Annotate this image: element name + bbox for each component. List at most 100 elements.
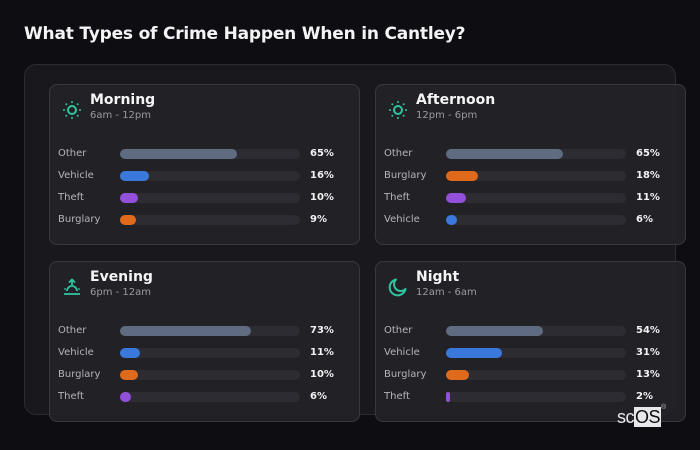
- bar-track: [446, 370, 626, 380]
- bar-fill: [446, 149, 563, 159]
- card-title: Night: [416, 269, 460, 285]
- category-label: Burglary: [58, 369, 101, 380]
- bar-fill: [120, 326, 252, 336]
- card-time-range: 6pm - 12am: [90, 287, 152, 298]
- bar-track: [446, 171, 626, 181]
- bar-fill: [446, 193, 466, 203]
- percent-value: 11%: [636, 192, 660, 203]
- category-label: Theft: [58, 192, 84, 203]
- category-label: Vehicle: [58, 347, 94, 358]
- bar-track: [446, 215, 626, 225]
- percent-value: 65%: [636, 148, 660, 159]
- bar-row: Burglary 9%: [58, 213, 358, 235]
- bar-row: Vehicle 31%: [384, 346, 684, 368]
- card-night: Night 12am - 6am Other 54% Vehicle 31% Burgl…: [375, 261, 686, 422]
- bar-fill: [120, 370, 138, 380]
- percent-value: 65%: [310, 148, 334, 159]
- bar-fill: [446, 326, 544, 336]
- bar-row: Theft 2%: [384, 390, 684, 412]
- bar-list: Other 54% Vehicle 31% Burglary 13% Theft 2%: [384, 324, 684, 412]
- percent-value: 54%: [636, 325, 660, 336]
- bar-track: [446, 392, 626, 402]
- bar-track: [446, 348, 626, 358]
- bar-track: [120, 348, 300, 358]
- bar-fill: [446, 171, 479, 181]
- percent-value: 2%: [636, 391, 653, 402]
- bar-list: Other 65% Vehicle 16% Theft 10% Burglary 9%: [58, 147, 358, 235]
- category-label: Other: [384, 325, 413, 336]
- registered-mark: ®: [661, 404, 666, 411]
- category-label: Other: [58, 148, 87, 159]
- bar-row: Vehicle 16%: [58, 169, 358, 191]
- bar-row: Theft 11%: [384, 191, 684, 213]
- bar-fill: [446, 348, 502, 358]
- bar-track: [120, 193, 300, 203]
- percent-value: 13%: [636, 369, 660, 380]
- bar-fill: [120, 215, 137, 225]
- bar-fill: [446, 215, 457, 225]
- bar-row: Theft 6%: [58, 390, 358, 412]
- card-title: Morning: [90, 92, 156, 108]
- card-time-range: 12pm - 6pm: [416, 110, 478, 121]
- bar-track: [120, 392, 300, 402]
- category-label: Burglary: [384, 170, 427, 181]
- percent-value: 11%: [310, 347, 334, 358]
- bar-track: [120, 149, 300, 159]
- card-time-range: 6am - 12pm: [90, 110, 152, 121]
- percent-value: 73%: [310, 325, 334, 336]
- moon-icon: [388, 278, 407, 297]
- percent-value: 10%: [310, 369, 334, 380]
- bar-row: Vehicle 11%: [58, 346, 358, 368]
- bar-row: Burglary 18%: [384, 169, 684, 191]
- category-label: Vehicle: [384, 347, 420, 358]
- bar-fill: [446, 392, 450, 402]
- bar-row: Other 65%: [58, 147, 358, 169]
- bar-list: Other 65% Burglary 18% Theft 11% Vehicle 6%: [384, 147, 684, 235]
- logo-prefix: sc: [617, 407, 635, 427]
- bar-track: [120, 370, 300, 380]
- bar-track: [120, 215, 300, 225]
- bar-row: Burglary 10%: [58, 368, 358, 390]
- bar-track: [120, 326, 300, 336]
- bar-row: Other 73%: [58, 324, 358, 346]
- card-title: Evening: [90, 269, 153, 285]
- percent-value: 31%: [636, 347, 660, 358]
- bar-track: [120, 171, 300, 181]
- card-morning: Morning 6am - 12pm Other 65% Vehicle 16% The…: [49, 84, 360, 245]
- bar-track: [446, 149, 626, 159]
- bar-fill: [120, 348, 140, 358]
- scos-logo: scOS®: [617, 404, 666, 428]
- category-label: Theft: [384, 192, 410, 203]
- bar-row: Other 65%: [384, 147, 684, 169]
- bar-row: Burglary 13%: [384, 368, 684, 390]
- category-label: Vehicle: [58, 170, 94, 181]
- bar-list: Other 73% Vehicle 11% Burglary 10% Theft 6%: [58, 324, 358, 412]
- bar-row: Other 54%: [384, 324, 684, 346]
- category-label: Vehicle: [384, 214, 420, 225]
- bar-fill: [120, 149, 237, 159]
- percent-value: 16%: [310, 170, 334, 181]
- category-label: Other: [58, 325, 87, 336]
- bar-row: Theft 10%: [58, 191, 358, 213]
- category-label: Other: [384, 148, 413, 159]
- bar-fill: [446, 370, 470, 380]
- card-afternoon: Afternoon 12pm - 6pm Other 65% Burglary 18%…: [375, 84, 686, 245]
- category-label: Theft: [58, 391, 84, 402]
- category-label: Burglary: [384, 369, 427, 380]
- bar-fill: [120, 392, 131, 402]
- bar-fill: [120, 171, 149, 181]
- percent-value: 6%: [310, 391, 327, 402]
- bar-row: Vehicle 6%: [384, 213, 684, 235]
- percent-value: 10%: [310, 192, 334, 203]
- sun-icon: [389, 101, 407, 119]
- card-time-range: 12am - 6am: [416, 287, 477, 298]
- card-title: Afternoon: [416, 92, 496, 108]
- card-evening: Evening 6pm - 12am Other 73% Vehicle 11% Bur…: [49, 261, 360, 422]
- bar-track: [446, 326, 626, 336]
- category-label: Burglary: [58, 214, 101, 225]
- sunset-icon: [64, 278, 80, 295]
- category-label: Theft: [384, 391, 410, 402]
- logo-boxed: OS: [634, 407, 662, 427]
- percent-value: 9%: [310, 214, 327, 225]
- percent-value: 18%: [636, 170, 660, 181]
